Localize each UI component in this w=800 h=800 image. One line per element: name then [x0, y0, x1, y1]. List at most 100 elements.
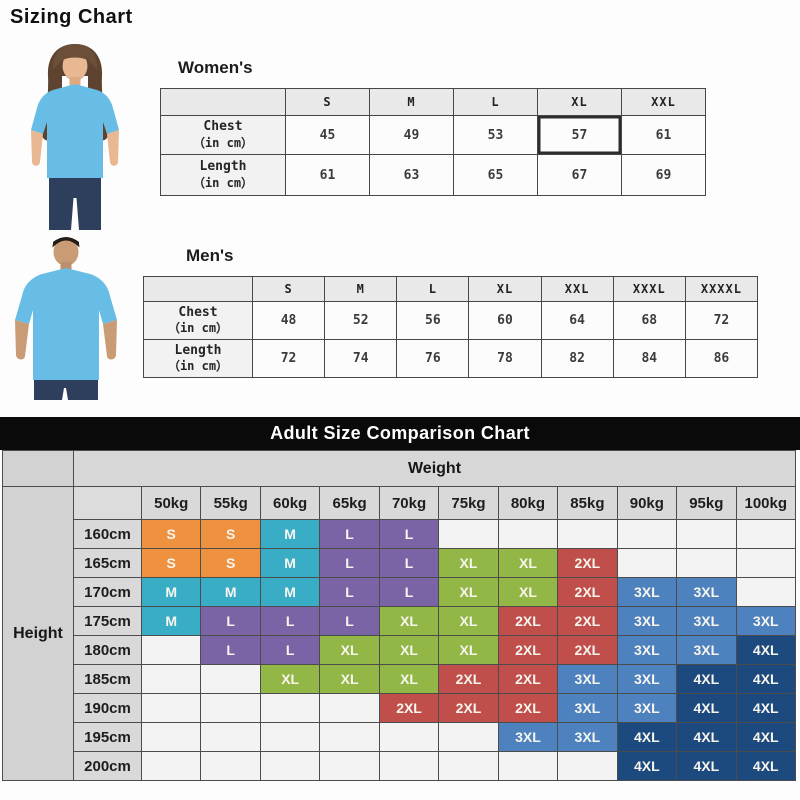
size-cell: XL [438, 635, 499, 665]
measurement-name: Length [174, 342, 222, 358]
size-cell: S [140, 519, 202, 549]
size-cell: M [259, 519, 321, 549]
size-cell: 2XL [497, 606, 559, 636]
weight-axis-label: Weight [73, 450, 796, 487]
size-cell-empty [438, 519, 499, 549]
size-cell-empty [438, 751, 499, 781]
weight-column-header: 75kg [438, 486, 499, 520]
size-cell-empty [378, 722, 440, 752]
measurement-unit: （in cm） [167, 321, 229, 336]
size-table-corner-cell [143, 276, 253, 302]
size-cell: S [200, 548, 261, 578]
size-cell: 4XL [735, 693, 797, 723]
size-cell-empty [259, 751, 321, 781]
woman-left-arm [31, 130, 43, 166]
weight-column-header: 60kg [259, 486, 321, 520]
size-cell: L [319, 519, 380, 549]
adult-size-comparison-table: Weight Height 50kg 55kg 60kg 65kg 70kg 75kg 80kg… [2, 450, 797, 781]
size-cell-empty [735, 577, 797, 607]
size-cell: L [259, 635, 321, 665]
size-cell: 4XL [676, 722, 737, 752]
mens-model-photo [15, 237, 117, 400]
size-cell-empty [259, 693, 321, 723]
size-cell-empty [200, 722, 261, 752]
size-cell: XL [438, 606, 499, 636]
height-row-label: 185cm [73, 664, 142, 694]
height-row-label: 170cm [73, 577, 142, 607]
measurement-unit: （in cm） [192, 175, 254, 190]
size-cell-empty [735, 548, 797, 578]
man-left-arm [15, 320, 29, 360]
size-cell: 2XL [497, 664, 559, 694]
size-cell: L [319, 548, 380, 578]
size-cell: XL [378, 635, 440, 665]
measurement-value-cell: 60 [468, 301, 542, 340]
measurement-value-cell-highlighted: 57 [537, 115, 622, 155]
size-cell-empty [200, 664, 261, 694]
size-column-header: S [285, 88, 370, 116]
size-cell: XL [259, 664, 321, 694]
size-cell: M [200, 577, 261, 607]
size-column-header: XL [537, 88, 622, 116]
size-column-header: S [251, 276, 326, 302]
measurement-value-cell: 84 [612, 339, 686, 378]
measurement-row-label: Length （in cm） [160, 154, 286, 196]
size-cell-empty [319, 722, 380, 752]
size-cell: 3XL [616, 635, 678, 665]
size-cell: L [378, 548, 440, 578]
measurement-value-cell: 74 [324, 339, 398, 378]
measurement-value-cell: 76 [396, 339, 470, 378]
measurement-value-cell: 45 [285, 115, 370, 155]
size-cell: M [259, 577, 321, 607]
size-cell-empty [438, 722, 499, 752]
weight-column-header: 70kg [378, 486, 440, 520]
comparison-row: 180cm L L XL XL XL 2XL 2XL 3XL 3XL 4XL [3, 635, 797, 665]
size-cell-empty [676, 548, 737, 578]
size-cell: 2XL [497, 693, 559, 723]
size-cell: XL [319, 635, 380, 665]
size-cell-empty [616, 519, 678, 549]
measurement-value-cell: 68 [612, 301, 686, 340]
womens-size-table: S M L XL XXL Chest （in cm） 45 49 53 57 61 Length （in … [160, 88, 706, 196]
size-column-header: XXXXL [684, 276, 759, 302]
height-row-label: 200cm [73, 751, 142, 781]
size-cell: 4XL [616, 751, 678, 781]
comparison-row: 165cm S S M L L XL XL 2XL [3, 548, 797, 578]
measurement-row-label: Chest （in cm） [143, 301, 253, 340]
size-table-corner-cell [160, 88, 286, 116]
measurement-unit: （in cm） [192, 135, 254, 150]
size-cell: M [259, 548, 321, 578]
size-cell: 3XL [557, 693, 618, 723]
kg-header-corner-cell [73, 486, 142, 520]
measurement-unit: （in cm） [167, 359, 229, 374]
size-cell-empty [616, 548, 678, 578]
size-cell-empty [378, 751, 440, 781]
size-cell: XL [497, 577, 559, 607]
size-cell: L [259, 606, 321, 636]
man-tshirt [15, 268, 117, 380]
size-cell: 4XL [676, 693, 737, 723]
size-cell: M [140, 577, 202, 607]
size-cell: 4XL [676, 751, 737, 781]
size-cell: 3XL [616, 693, 678, 723]
size-cell: 3XL [557, 664, 618, 694]
woman-tshirt [31, 84, 119, 178]
size-cell-empty [497, 751, 559, 781]
weight-column-header: 50kg [140, 486, 202, 520]
man-face [53, 238, 79, 266]
size-column-header: XXL [540, 276, 614, 302]
size-cell: 2XL [557, 606, 618, 636]
size-cell: 4XL [616, 722, 678, 752]
measurement-value-cell: 48 [251, 301, 326, 340]
size-cell: L [200, 606, 261, 636]
woman-hair-front [52, 44, 98, 70]
size-cell: 2XL [557, 635, 618, 665]
measurement-value-cell: 86 [684, 339, 759, 378]
size-cell-empty [140, 722, 202, 752]
size-cell-empty [140, 751, 202, 781]
measurement-name: Chest [178, 304, 218, 320]
height-row-label: 165cm [73, 548, 142, 578]
size-cell: L [378, 519, 440, 549]
measurement-value-cell: 65 [453, 154, 538, 196]
height-row-label: 180cm [73, 635, 142, 665]
